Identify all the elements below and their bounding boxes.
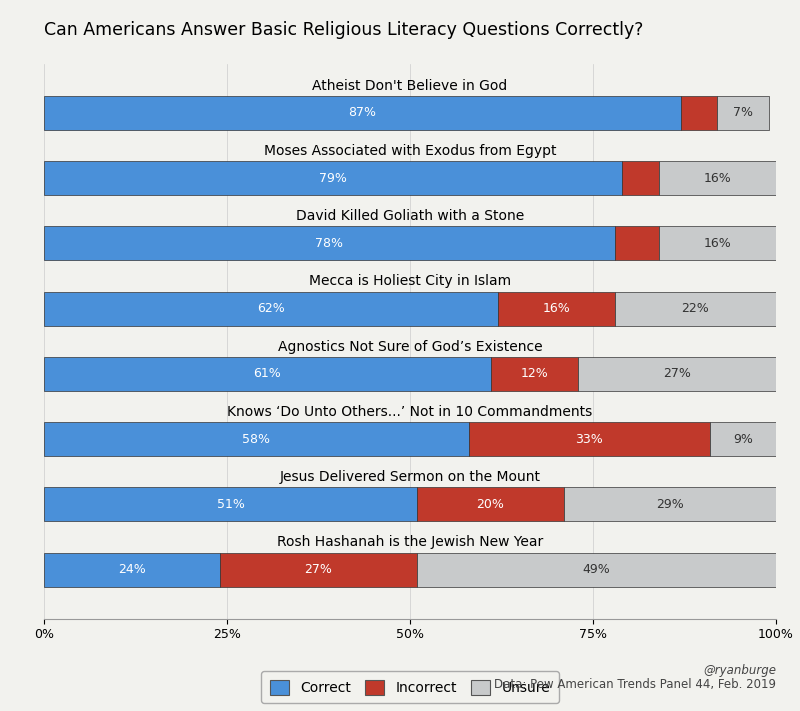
Bar xyxy=(564,488,776,521)
Bar xyxy=(44,161,622,195)
Text: 58%: 58% xyxy=(242,433,270,446)
Text: 33%: 33% xyxy=(575,433,603,446)
Text: Jesus Delivered Sermon on the Mount: Jesus Delivered Sermon on the Mount xyxy=(279,470,541,484)
Text: 51%: 51% xyxy=(217,498,245,511)
Bar xyxy=(718,96,769,130)
Text: 16%: 16% xyxy=(703,171,731,185)
Text: 22%: 22% xyxy=(682,302,710,315)
Text: 27%: 27% xyxy=(305,563,333,576)
Text: 49%: 49% xyxy=(582,563,610,576)
Text: 24%: 24% xyxy=(118,563,146,576)
Text: 78%: 78% xyxy=(315,237,343,250)
Text: David Killed Goliath with a Stone: David Killed Goliath with a Stone xyxy=(296,209,524,223)
Text: Agnostics Not Sure of God’s Existence: Agnostics Not Sure of God’s Existence xyxy=(278,340,542,353)
Bar xyxy=(469,422,710,456)
Text: 61%: 61% xyxy=(254,368,281,380)
Bar xyxy=(418,488,564,521)
Text: Mecca is Holiest City in Islam: Mecca is Holiest City in Islam xyxy=(309,274,511,289)
Bar xyxy=(622,161,659,195)
Bar xyxy=(498,292,615,326)
Text: 29%: 29% xyxy=(656,498,684,511)
Bar xyxy=(44,292,498,326)
Bar xyxy=(681,96,718,130)
Text: Atheist Don't Believe in God: Atheist Don't Believe in God xyxy=(312,79,508,92)
Bar xyxy=(659,226,776,260)
Bar xyxy=(44,357,490,391)
Bar xyxy=(418,552,776,587)
Text: 16%: 16% xyxy=(703,237,731,250)
Bar xyxy=(220,552,418,587)
Bar xyxy=(615,226,659,260)
Bar xyxy=(44,96,681,130)
Bar xyxy=(659,161,776,195)
Text: Rosh Hashanah is the Jewish New Year: Rosh Hashanah is the Jewish New Year xyxy=(277,535,543,550)
Text: 9%: 9% xyxy=(733,433,753,446)
Text: Data: Pew American Trends Panel 44, Feb. 2019: Data: Pew American Trends Panel 44, Feb.… xyxy=(494,678,776,691)
Text: 20%: 20% xyxy=(477,498,505,511)
Text: 27%: 27% xyxy=(663,368,691,380)
Text: 16%: 16% xyxy=(542,302,570,315)
Text: @ryanburge: @ryanburge xyxy=(703,664,776,677)
Text: 79%: 79% xyxy=(319,171,347,185)
Bar xyxy=(44,422,469,456)
Legend: Correct, Incorrect, Unsure: Correct, Incorrect, Unsure xyxy=(262,671,558,703)
Bar xyxy=(44,552,220,587)
Bar xyxy=(710,422,776,456)
Bar xyxy=(44,488,418,521)
Bar xyxy=(44,226,615,260)
Text: Can Americans Answer Basic Religious Literacy Questions Correctly?: Can Americans Answer Basic Religious Lit… xyxy=(44,21,643,39)
Text: 12%: 12% xyxy=(521,368,548,380)
Bar xyxy=(490,357,578,391)
Text: Knows ‘Do Unto Others...’ Not in 10 Commandments: Knows ‘Do Unto Others...’ Not in 10 Comm… xyxy=(227,405,593,419)
Text: Moses Associated with Exodus from Egypt: Moses Associated with Exodus from Egypt xyxy=(264,144,556,158)
Text: 62%: 62% xyxy=(257,302,285,315)
Text: 7%: 7% xyxy=(733,107,753,119)
Text: 87%: 87% xyxy=(349,107,377,119)
Bar xyxy=(578,357,776,391)
Bar xyxy=(615,292,776,326)
